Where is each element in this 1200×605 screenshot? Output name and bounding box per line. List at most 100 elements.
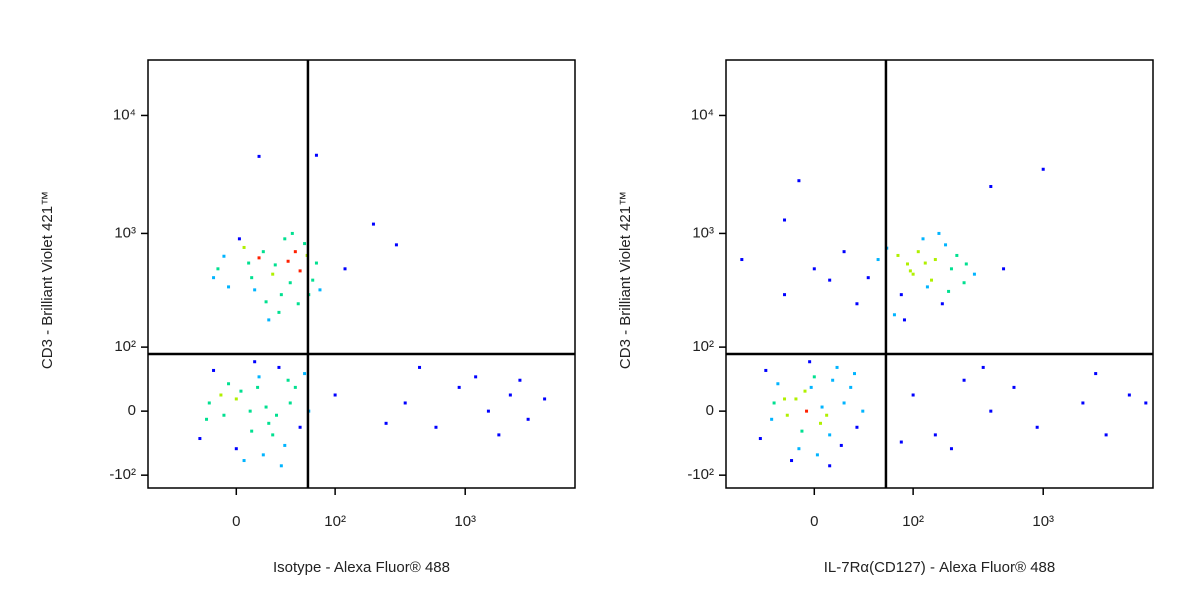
event-dot xyxy=(797,447,801,451)
event-dot xyxy=(256,385,260,389)
event-dot xyxy=(861,409,865,413)
event-dot xyxy=(247,261,251,265)
event-dot xyxy=(989,185,993,189)
y-tick-label: -10² xyxy=(687,466,714,483)
event-dot xyxy=(267,421,271,425)
event-dot xyxy=(264,300,268,304)
event-dot xyxy=(526,417,530,421)
event-dot xyxy=(805,409,809,413)
event-dot xyxy=(911,393,915,397)
event-dot xyxy=(212,276,216,280)
event-dot xyxy=(892,313,896,317)
event-dot xyxy=(261,453,265,457)
event-dot xyxy=(1002,267,1006,271)
x-tick-label: 10³ xyxy=(1032,513,1054,530)
y-tick-label: 10² xyxy=(692,338,714,355)
event-dot xyxy=(253,288,257,292)
event-dot xyxy=(908,269,912,273)
event-dot xyxy=(1104,433,1108,437)
event-dot xyxy=(839,443,843,447)
event-dot xyxy=(812,375,816,379)
event-dot xyxy=(273,263,277,267)
event-dot xyxy=(944,243,948,247)
y-tick-label: 10³ xyxy=(692,224,714,241)
event-dot xyxy=(819,421,823,425)
event-dot xyxy=(1041,167,1045,171)
event-dot xyxy=(237,237,241,241)
event-dot xyxy=(242,245,246,249)
event-dot xyxy=(296,302,300,306)
event-dot xyxy=(962,378,966,382)
event-dot xyxy=(288,401,292,405)
event-dot xyxy=(949,267,953,271)
event-dot xyxy=(911,272,915,276)
event-dot xyxy=(257,154,261,158)
event-dot xyxy=(434,425,438,429)
event-dot xyxy=(303,242,307,246)
event-dot xyxy=(949,447,953,451)
event-dot xyxy=(1035,425,1039,429)
event-dot xyxy=(899,440,903,444)
y-axis-label: CD3 - Brilliant Violet 421™ xyxy=(617,191,634,369)
event-dot xyxy=(497,433,501,437)
y-tick-label: 0 xyxy=(128,402,136,419)
event-dot xyxy=(930,278,934,282)
event-dot xyxy=(371,222,375,226)
event-dot xyxy=(772,401,776,405)
event-dot xyxy=(279,464,283,468)
event-dot xyxy=(835,365,839,369)
event-dot xyxy=(314,261,318,265)
x-tick-label: 0 xyxy=(810,513,818,530)
event-dot xyxy=(261,250,265,254)
event-dot xyxy=(809,385,813,389)
event-dot xyxy=(842,401,846,405)
event-dot xyxy=(277,310,281,314)
plot-frame xyxy=(725,59,1154,489)
x-tick-label: 10³ xyxy=(454,513,476,530)
x-tick-label: 10² xyxy=(902,513,924,530)
event-dot xyxy=(384,421,388,425)
event-dot xyxy=(899,293,903,297)
event-dot xyxy=(279,293,283,297)
event-dot xyxy=(205,417,209,421)
event-dot xyxy=(740,258,744,262)
y-tick-label: 10⁴ xyxy=(113,106,136,123)
event-dot xyxy=(257,375,261,379)
event-dot xyxy=(800,429,804,433)
event-dot xyxy=(298,425,302,429)
event-dot xyxy=(981,365,985,369)
event-dot xyxy=(770,417,774,421)
event-dot xyxy=(962,281,966,285)
event-dot xyxy=(242,459,246,463)
event-dot xyxy=(947,289,951,293)
event-dot xyxy=(227,382,231,386)
event-dot xyxy=(219,393,223,397)
event-dot xyxy=(896,253,900,257)
x-tick-label: 10² xyxy=(324,513,346,530)
event-dot xyxy=(902,318,906,322)
event-dot xyxy=(794,397,798,401)
event-dot xyxy=(785,413,789,417)
event-dot xyxy=(318,288,322,292)
y-tick-label: 0 xyxy=(706,402,714,419)
event-dot xyxy=(828,433,832,437)
event-dot xyxy=(283,237,287,241)
event-dot xyxy=(303,372,307,376)
event-dot xyxy=(964,262,968,266)
event-dot xyxy=(543,397,547,401)
event-dot xyxy=(311,278,315,282)
event-dot xyxy=(508,393,512,397)
event-dot xyxy=(1127,393,1131,397)
event-dot xyxy=(1144,401,1148,405)
event-dot xyxy=(937,231,941,235)
event-dot xyxy=(222,413,226,417)
x-axis-label: IL-7Rα(CD127) - Alexa Fluor® 488 xyxy=(824,559,1055,576)
event-dot xyxy=(923,261,927,265)
event-dot xyxy=(271,272,275,276)
event-dot xyxy=(989,409,993,413)
event-dot xyxy=(275,413,279,417)
event-dot xyxy=(905,262,909,266)
event-dot xyxy=(1081,401,1085,405)
y-tick-label: -10² xyxy=(109,466,136,483)
